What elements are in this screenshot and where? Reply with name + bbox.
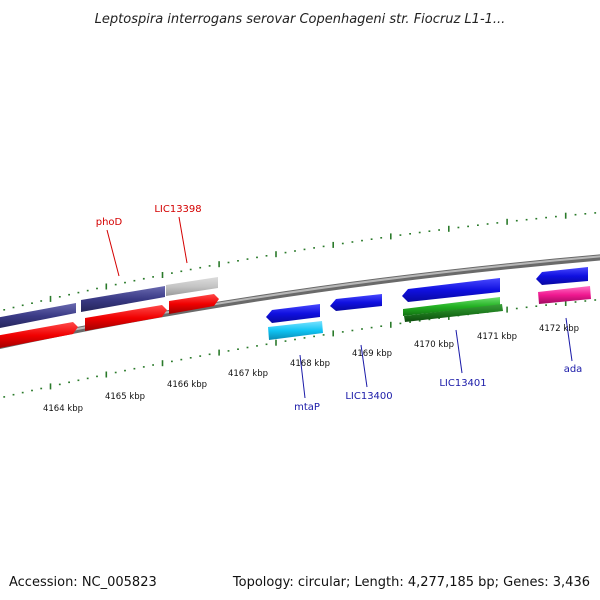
genome-summary: Topology: circular; Length: 4,277,185 bp… [232,575,590,590]
tick-label: 4164 kbp [43,404,83,414]
gene-feature-mtaP[interactable] [266,304,320,323]
gene-labels: phoD LIC13398 mtaP LIC13400 LIC13401 ada [96,204,583,413]
tick-label: 4171 kbp [477,332,517,342]
tick-labels: 4164 kbp 4165 kbp 4166 kbp 4167 kbp 4168… [43,324,579,414]
tick-label: 4172 kbp [539,324,579,334]
gene-feature-LIC13400[interactable] [330,294,382,311]
tick-label: 4166 kbp [167,380,207,390]
gene-label-LIC13400[interactable]: LIC13400 [345,391,392,402]
gene-feature-ada-magenta[interactable] [538,286,591,304]
gene-feature-LIC13401-green[interactable] [403,297,500,316]
feature-track [0,267,591,349]
gene-feature-ada[interactable] [536,267,588,285]
gene-label-phoD[interactable]: phoD [96,217,123,228]
tick-label: 4169 kbp [352,349,392,359]
gene-label-ada[interactable]: ada [564,364,583,375]
gene-feature-red-2[interactable] [85,305,167,331]
tick-label: 4167 kbp [228,369,268,379]
gene-feature-red-3[interactable] [169,294,219,314]
tick-label: 4168 kbp [290,359,330,369]
gene-label-mtaP[interactable]: mtaP [294,402,320,413]
gene-feature-LIC13401[interactable] [402,278,500,302]
gene-feature-grey[interactable] [166,277,218,296]
gene-feature-mtaP-cyan[interactable] [268,321,323,340]
gene-label-leaders [106,216,573,399]
inner-ruler [3,299,597,398]
accession-label: Accession: NC_005823 [9,575,157,590]
outer-ruler [3,212,597,311]
map-title: Leptospira interrogans serovar Copenhage… [95,12,506,27]
tick-label: 4165 kbp [105,392,145,402]
gene-feature-navy-1[interactable] [0,303,76,329]
gene-label-LIC13398[interactable]: LIC13398 [154,204,201,215]
gene-feature-navy-2[interactable] [81,286,165,312]
tick-label: 4170 kbp [414,340,454,350]
gene-feature-red-1[interactable] [0,322,78,349]
gene-feature-LIC13401-dkgreen[interactable] [404,304,503,322]
gene-label-LIC13401[interactable]: LIC13401 [439,378,486,389]
